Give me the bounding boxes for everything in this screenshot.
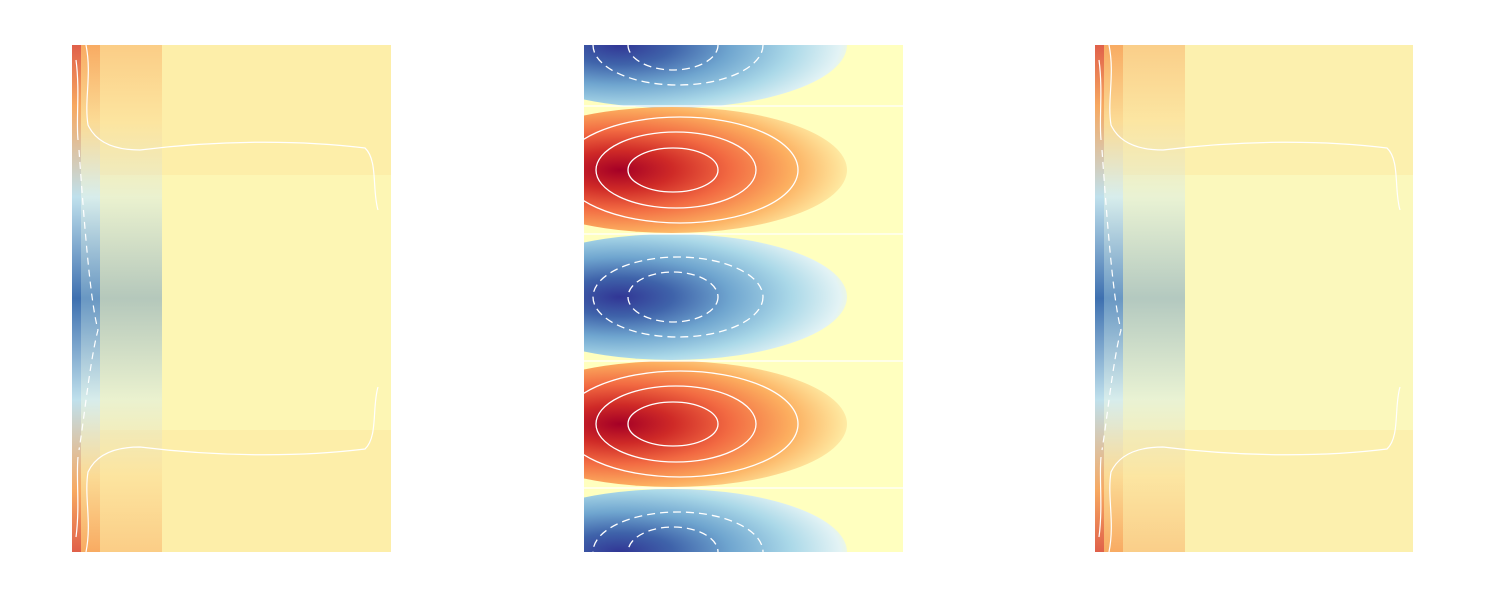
maxwell-contours: [584, 45, 903, 552]
reynolds-heatmap: [72, 45, 391, 552]
maxwell-heatmap: [584, 45, 903, 552]
total-contours: [1098, 45, 1401, 552]
total-heatmap: [1095, 45, 1413, 552]
reynolds-contours: [75, 45, 379, 552]
